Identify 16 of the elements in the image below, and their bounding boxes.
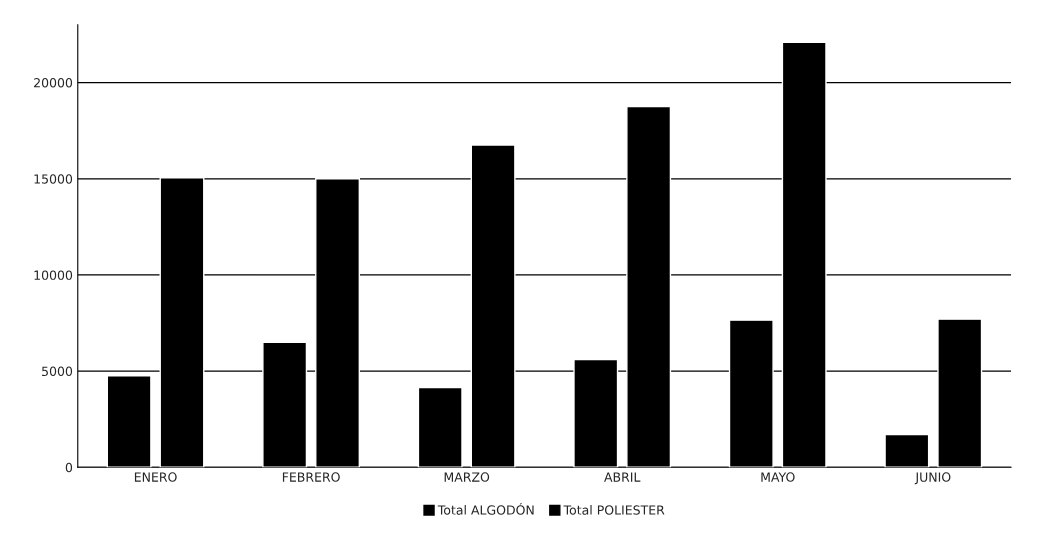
x-tick-label: MAYO <box>761 472 795 482</box>
bar <box>106 375 152 468</box>
y-tick-label: 5000 <box>42 366 73 377</box>
bar <box>417 386 463 468</box>
x-tick-label: FEBRERO <box>282 472 340 482</box>
y-tick-label: 0 <box>65 462 73 473</box>
x-tick-label: ABRIL <box>604 472 641 482</box>
x-tick-label: ENERO <box>134 472 177 482</box>
legend-label: Total ALGODÓN <box>437 503 534 515</box>
y-tick-label: 20000 <box>34 78 73 88</box>
bar <box>884 433 930 468</box>
y-tick-label: 15000 <box>34 174 73 184</box>
legend-label: Total POLIESTER <box>563 505 665 515</box>
y-tick-label: 10000 <box>34 270 73 280</box>
x-tick-label: JUNIO <box>914 472 951 485</box>
x-tick-label: MARZO <box>444 472 490 482</box>
